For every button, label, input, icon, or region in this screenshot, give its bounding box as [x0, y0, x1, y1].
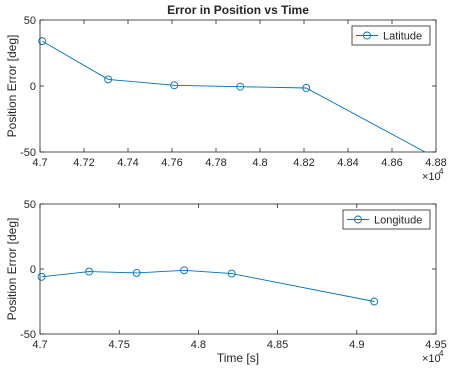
data-point — [170, 81, 179, 90]
axes-box — [39, 203, 437, 335]
x-tick-label: 4.7 — [32, 339, 47, 351]
data-point — [38, 37, 47, 46]
y-tick-label: 0 — [30, 81, 36, 93]
x-tick-label: 4.95 — [425, 339, 446, 351]
y-axis-label: Position Error [deg] — [5, 35, 19, 138]
y-tick-label: 50 — [24, 199, 36, 211]
data-point — [236, 82, 245, 91]
chart-1: 4.7 4.72 4.74 4.76 4.78 4.8 4.82 4.84 4.86 4.88 -5… — [5, 3, 447, 183]
legend: Longitude — [342, 209, 431, 230]
series-line — [41, 40, 426, 152]
x-tick-label: 4.85 — [267, 339, 288, 351]
data-point — [370, 297, 379, 306]
x-tick-label: 4.86 — [381, 157, 402, 169]
x-exponent-label: ×10 — [422, 171, 441, 183]
data-point — [227, 269, 236, 278]
legend-marker — [354, 215, 362, 224]
legend: Latitude — [351, 25, 431, 46]
x-tick-label: 4.75 — [108, 339, 129, 351]
x-tick-label: 4.8 — [191, 339, 206, 351]
x-tick-label: 4.9 — [349, 339, 364, 351]
y-tick-label: -50 — [20, 329, 36, 341]
series-line — [41, 269, 375, 302]
x-tick-label: 4.82 — [293, 157, 314, 169]
data-point — [85, 267, 94, 276]
x-tick-label: 4.78 — [205, 157, 226, 169]
legend-entry: Longitude — [374, 215, 422, 227]
y-tick-label: 0 — [30, 264, 36, 276]
data-point — [180, 266, 189, 275]
legend-box — [342, 209, 431, 230]
legend-marker — [363, 31, 371, 40]
x-tick-label: 4.7 — [32, 157, 47, 169]
x-exponent-power: 4 — [439, 349, 444, 358]
x-tick-label: 4.72 — [73, 157, 94, 169]
legend-box — [351, 25, 431, 46]
x-tick-label: 4.74 — [117, 157, 138, 169]
x-tick-label: 4.8 — [252, 157, 267, 169]
chart-2: 4.7 4.75 4.8 4.85 4.9 4.95 -50 0 50 ×104 Time [s] P… — [5, 199, 447, 365]
y-tick-label: -50 — [20, 147, 36, 159]
y-axis-label: Position Error [deg] — [5, 218, 19, 321]
data-point — [132, 268, 141, 277]
x-axis-label: Time [s] — [217, 351, 259, 365]
x-exponent-label: ×10 — [422, 353, 441, 365]
data-point — [104, 75, 113, 84]
x-exponent-power: 4 — [439, 167, 444, 176]
legend-entry: Latitude — [383, 31, 422, 43]
data-point — [302, 84, 311, 92]
y-tick-label: 50 — [24, 15, 36, 27]
x-tick-label: 4.84 — [337, 157, 358, 169]
x-tick-label: 4.88 — [425, 157, 446, 169]
chart-title: Error in Position vs Time — [167, 3, 309, 17]
x-tick-label: 4.76 — [161, 157, 182, 169]
data-point — [37, 272, 46, 281]
axes-box — [39, 19, 437, 153]
